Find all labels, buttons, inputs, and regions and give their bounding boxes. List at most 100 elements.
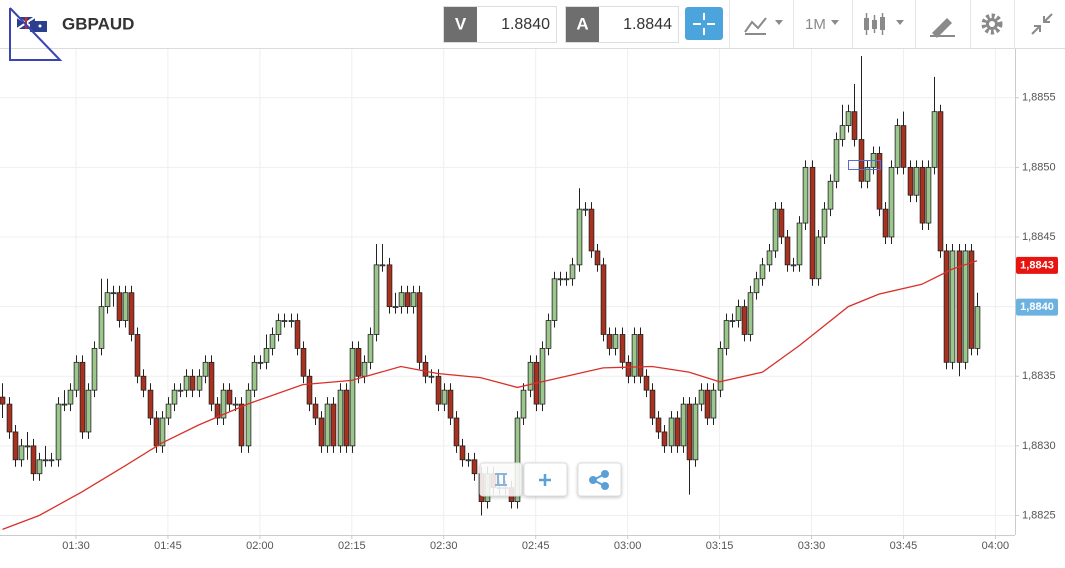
candle-body xyxy=(245,389,252,447)
candle-body xyxy=(557,278,564,281)
moving-average xyxy=(2,260,978,531)
candle-body xyxy=(919,166,926,224)
candle-body xyxy=(300,347,307,377)
candle-body xyxy=(563,278,570,281)
pause-icon xyxy=(495,473,507,486)
y-tick-label: 1,8835 xyxy=(1022,370,1056,382)
y-tick-label: 1,8825 xyxy=(1022,509,1056,521)
share-button[interactable] xyxy=(577,462,622,497)
candle-body xyxy=(851,111,858,140)
candle-body xyxy=(55,403,62,461)
price-tag-label: 1,8840 xyxy=(1020,301,1054,313)
candle-body xyxy=(778,208,785,238)
candle-body xyxy=(637,334,644,377)
candle-body xyxy=(153,417,160,447)
x-tick-label: 02:30 xyxy=(430,540,458,552)
candle-body xyxy=(275,320,282,335)
candle-body xyxy=(772,208,779,252)
price-tag xyxy=(1016,298,1058,316)
candle-body xyxy=(171,389,178,405)
y-tick-label: 1,8855 xyxy=(1022,92,1056,104)
candle-body xyxy=(588,208,595,252)
chart-type-button[interactable] xyxy=(744,17,783,35)
candle-body xyxy=(864,166,871,182)
candle-body xyxy=(913,166,920,196)
candle-body xyxy=(680,403,687,447)
candle-body xyxy=(116,292,123,321)
candle-body xyxy=(42,459,49,462)
candle-body xyxy=(226,389,233,405)
candle-body xyxy=(257,361,264,364)
candle-body xyxy=(91,347,98,391)
candle-body xyxy=(294,320,301,349)
candle-body xyxy=(514,417,521,502)
grid xyxy=(0,49,1015,535)
candle-body xyxy=(968,250,975,349)
candle-body xyxy=(202,361,209,377)
crosshair-button[interactable] xyxy=(685,7,723,40)
x-tick-label: 01:30 xyxy=(62,540,90,552)
candle-body xyxy=(36,459,43,475)
candle-body xyxy=(361,361,368,377)
candle-body xyxy=(159,417,166,447)
candle-body xyxy=(796,222,803,266)
collapse-button[interactable] xyxy=(1031,13,1053,35)
candle-body xyxy=(606,334,613,349)
candle-body xyxy=(686,403,693,461)
candle-body xyxy=(569,264,576,280)
candle-body xyxy=(882,208,889,238)
candle-body xyxy=(318,417,325,447)
x-tick-label: 03:45 xyxy=(890,540,918,552)
x-tick-label: 04:00 xyxy=(982,540,1010,552)
candle-body xyxy=(183,375,190,391)
floating-toolbar xyxy=(479,462,622,497)
candle-body xyxy=(527,361,534,391)
drawing-button[interactable] xyxy=(930,18,955,38)
candle-body xyxy=(0,396,6,405)
candle-body xyxy=(367,334,374,363)
candle-body xyxy=(349,347,356,447)
candle-body xyxy=(668,417,675,447)
candle-body xyxy=(520,389,527,419)
pause-button[interactable] xyxy=(479,462,523,497)
candle-body xyxy=(612,334,619,349)
candle-body xyxy=(281,320,288,322)
x-tick-label: 01:45 xyxy=(154,540,182,552)
candle-body xyxy=(949,250,956,363)
candle-body xyxy=(6,403,13,433)
candle-body xyxy=(729,320,736,322)
candle-body xyxy=(48,459,55,462)
candle-body xyxy=(900,125,907,168)
candle-body xyxy=(594,250,601,266)
candles-button[interactable] xyxy=(864,13,904,35)
candle-body xyxy=(907,166,914,196)
candle-body xyxy=(943,250,950,363)
candle-body xyxy=(459,445,466,461)
candle-body xyxy=(189,375,196,391)
selection-box xyxy=(848,160,881,170)
settings-button[interactable] xyxy=(981,13,1003,35)
candle-body xyxy=(600,264,607,335)
bid-label: V xyxy=(455,14,467,33)
x-tick-label: 03:30 xyxy=(798,540,826,552)
x-axis-labels: 01:30 01:45 02:00 02:15 02:30 02:45 03:00 03:15… xyxy=(62,536,1010,552)
candle-body xyxy=(61,403,68,406)
candle-body xyxy=(18,445,25,461)
candle-body xyxy=(974,306,981,349)
candle-body xyxy=(625,361,632,377)
symbol: GBPAUD xyxy=(62,14,134,33)
candle-body xyxy=(404,292,411,308)
candle-body xyxy=(649,389,656,419)
candle-body xyxy=(453,417,460,447)
candle-body xyxy=(140,375,147,391)
candle-body xyxy=(269,334,276,349)
x-tick-label: 03:15 xyxy=(706,540,734,552)
candle-body xyxy=(956,250,963,363)
candle-body xyxy=(643,375,650,391)
candle-body xyxy=(766,250,773,266)
candle-body xyxy=(324,403,331,447)
plot-area xyxy=(0,49,1015,535)
candle-body xyxy=(379,264,386,267)
candle-body xyxy=(723,320,730,349)
timeframe-button[interactable]: 1M xyxy=(805,16,839,33)
